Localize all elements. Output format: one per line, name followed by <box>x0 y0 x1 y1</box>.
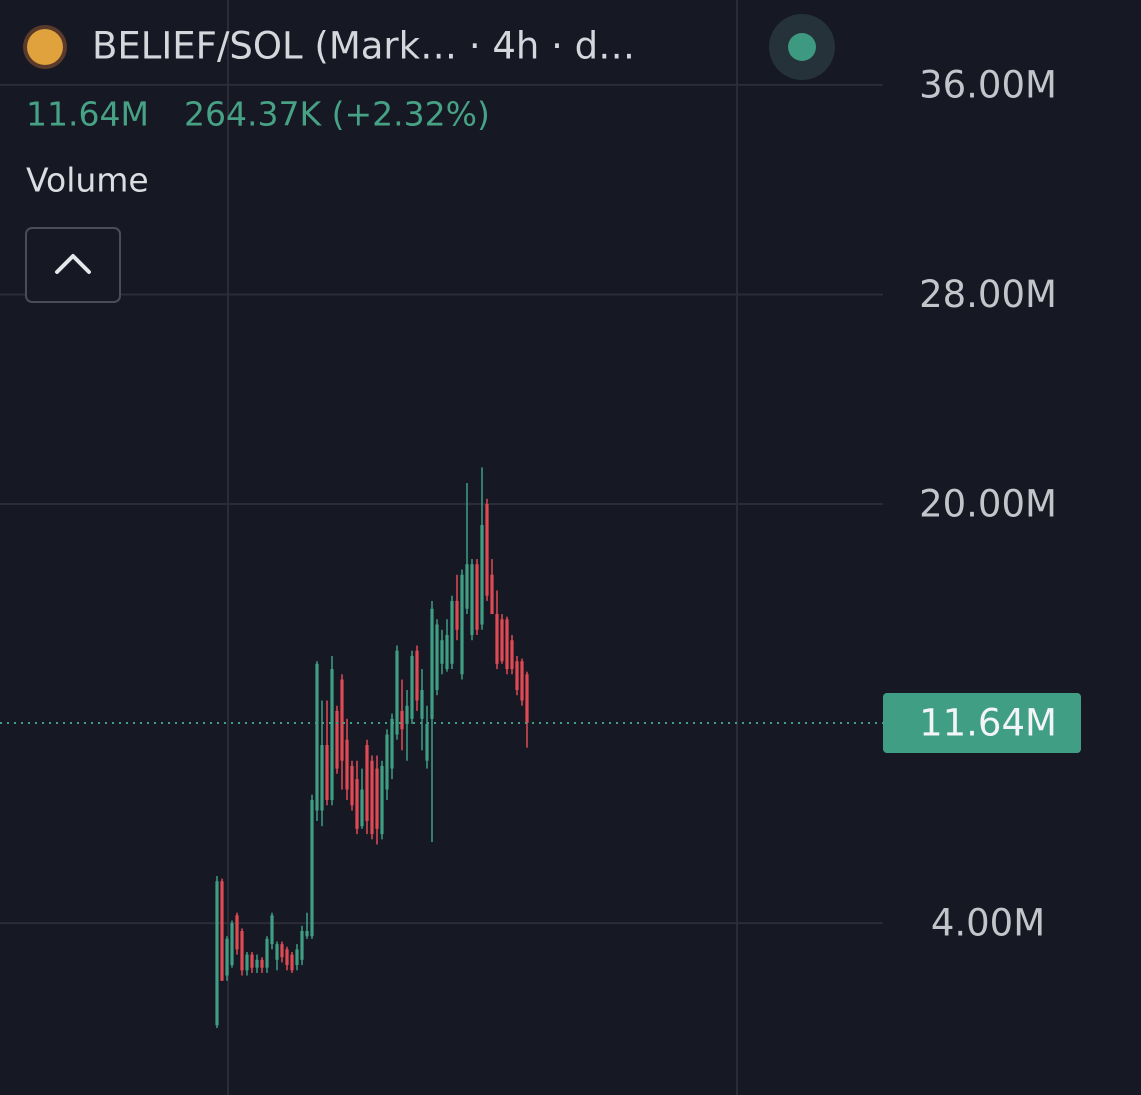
last-price-label: 11.64M <box>919 702 1057 745</box>
candle-body <box>260 959 264 968</box>
candle-body <box>525 674 529 724</box>
candle-body <box>350 765 354 806</box>
candle-body <box>415 650 419 701</box>
candle-body <box>400 710 404 730</box>
candle-body <box>235 915 239 950</box>
candle-body <box>440 640 444 664</box>
y-tick-label: 36.00M <box>919 63 1057 106</box>
y-tick-label: 4.00M <box>931 902 1045 945</box>
token-icon-inner <box>27 29 63 65</box>
candle-body <box>405 705 409 725</box>
candle-body <box>290 954 294 971</box>
candle-body <box>450 600 454 664</box>
candle-body <box>280 944 284 958</box>
candle-body <box>315 663 319 811</box>
plot-area <box>0 83 883 1028</box>
candle-body <box>340 679 344 761</box>
candle-body <box>430 608 434 719</box>
candle-body <box>445 634 449 670</box>
candle-body <box>360 789 364 827</box>
candle-body <box>355 779 359 829</box>
candle-body <box>460 574 464 675</box>
candle-body <box>305 931 309 937</box>
header-change: 264.37K (+2.32%) <box>184 95 490 134</box>
candle-body <box>485 504 489 596</box>
candle-body <box>480 524 484 625</box>
candle-body <box>220 881 224 981</box>
candle-body <box>240 931 244 971</box>
candle-body <box>320 745 324 811</box>
candle-body <box>470 564 474 635</box>
collapse-button[interactable] <box>25 227 121 303</box>
candle-body <box>390 718 394 769</box>
last-price-box <box>883 693 1081 754</box>
candle-body <box>385 734 389 790</box>
symbol-title: BELIEF/SOL (Mark… · 4h · d… <box>92 25 635 68</box>
candle-body <box>475 564 479 630</box>
candle-body <box>250 954 254 968</box>
candle-body <box>495 614 499 664</box>
y-tick-label: 28.00M <box>919 273 1057 316</box>
candle-body <box>370 760 374 835</box>
candle-body <box>295 949 299 966</box>
candle-body <box>380 765 384 835</box>
candle-body <box>365 745 369 821</box>
candle-body <box>520 661 524 701</box>
candle-body <box>420 690 424 719</box>
header-price: 11.64M <box>26 95 149 134</box>
y-tick-label: 20.00M <box>919 483 1057 526</box>
candle-body <box>325 745 329 801</box>
candle-body <box>330 669 334 801</box>
candle-body <box>500 619 504 662</box>
candle-body <box>410 655 414 719</box>
candle-body <box>375 768 379 829</box>
indicator-label: Volume <box>26 161 149 200</box>
candle-body <box>275 944 279 960</box>
candle-body <box>285 949 289 966</box>
candle-body <box>510 640 514 670</box>
candle-body <box>300 931 304 960</box>
candle-body <box>310 800 314 937</box>
candle-body <box>225 938 229 976</box>
candle-body <box>435 624 439 691</box>
chevron-icon <box>55 254 91 274</box>
candle-body <box>515 661 519 691</box>
candle-body <box>425 724 429 761</box>
candle-body <box>335 710 339 769</box>
candle-body <box>465 564 469 609</box>
candle-body <box>345 739 349 790</box>
candle-body <box>230 923 234 966</box>
candle-body <box>455 600 459 630</box>
candle-body <box>245 954 249 971</box>
status-dot <box>788 33 816 61</box>
candle-body <box>490 574 494 615</box>
candle-body <box>215 881 219 1026</box>
candle-body <box>255 959 259 968</box>
candle-body <box>505 619 509 670</box>
candle-body <box>395 650 399 735</box>
candle-body <box>270 915 274 945</box>
candle-body <box>265 938 269 968</box>
